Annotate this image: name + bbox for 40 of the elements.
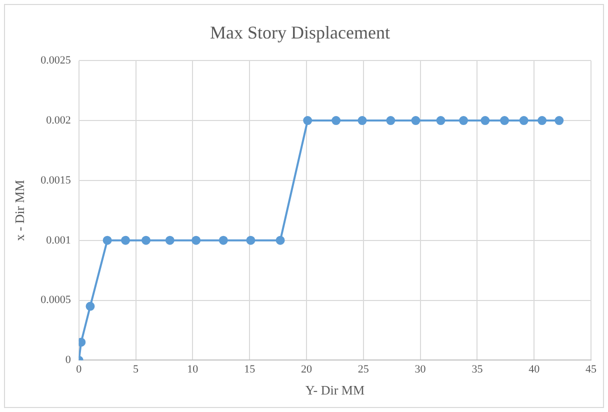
point [192, 236, 201, 245]
point [459, 116, 468, 126]
y-tick-label: 0.001 [46, 234, 71, 246]
point [142, 236, 150, 245]
point [102, 236, 112, 245]
y-axis-title: x - Dir MM [12, 179, 28, 241]
point [480, 116, 490, 126]
y-tick-label: 0.0015 [40, 174, 72, 186]
y-tick-label: 0.0005 [40, 294, 72, 306]
point [358, 116, 367, 126]
point [500, 116, 510, 126]
point [538, 116, 547, 126]
point [436, 116, 446, 126]
x-tick-label: 0 [76, 364, 82, 376]
point [519, 116, 528, 126]
y-tick-label: 0 [65, 354, 72, 366]
x-tick-label: 30 [414, 364, 426, 376]
x-tick-label: 20 [300, 364, 312, 376]
point [332, 116, 341, 126]
point [303, 116, 312, 126]
point [411, 116, 420, 126]
y-tick-label: 0.002 [46, 114, 71, 126]
x-tick-label: 35 [472, 364, 484, 376]
y-tick-label: 0.0025 [40, 54, 72, 66]
point [218, 236, 228, 245]
point [554, 116, 564, 126]
point [165, 236, 174, 245]
point [121, 236, 130, 245]
x-tick-label: 40 [528, 364, 540, 376]
point [86, 302, 95, 311]
x-tick-label: 10 [187, 364, 199, 376]
point [386, 116, 396, 126]
x-tick-label: 5 [133, 364, 140, 376]
point [276, 236, 285, 245]
point [246, 236, 256, 245]
chart-title: Max Story Displacement [210, 22, 390, 43]
x-tick-label: 15 [244, 364, 256, 376]
x-tick-label: 45 [586, 364, 597, 376]
x-tick-label: 25 [358, 364, 370, 376]
x-axis-title: Y- Dir MM [305, 382, 365, 398]
